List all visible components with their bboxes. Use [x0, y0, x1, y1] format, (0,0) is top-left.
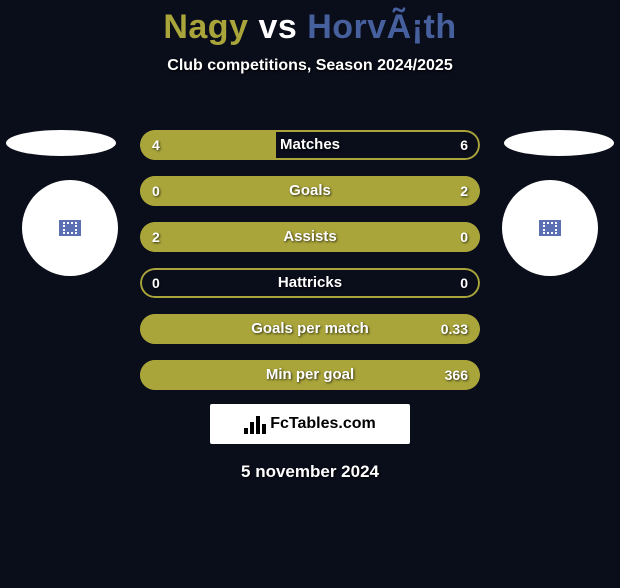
placeholder-icon: [59, 220, 81, 236]
stat-row: Matches4 6: [140, 130, 480, 160]
date-text: 5 november 2024: [0, 462, 620, 482]
stat-value-right: 0: [460, 268, 468, 298]
stat-value-left: 0: [152, 268, 160, 298]
title-player1: Nagy: [163, 8, 248, 46]
stat-value-left: 2: [152, 222, 160, 252]
title-player2: HorvÃ¡th: [307, 8, 456, 46]
player1-badge: [22, 180, 118, 276]
stat-value-left: 4: [152, 130, 160, 160]
stat-value-right: 0: [460, 222, 468, 252]
stat-value-right: 0.33: [441, 314, 468, 344]
logo-bars-icon: [244, 414, 266, 434]
stat-label: Goals: [140, 176, 480, 206]
stat-label: Assists: [140, 222, 480, 252]
stat-value-right: 6: [460, 130, 468, 160]
stat-row: Goals0 2: [140, 176, 480, 206]
title-vs: vs: [258, 8, 297, 46]
stat-row: Assists2 0: [140, 222, 480, 252]
logo-text: FcTables.com: [270, 415, 376, 433]
stat-row: Goals per match0.33: [140, 314, 480, 344]
stats-bars: Matches46Goals02Assists20Hattricks00Goal…: [140, 130, 480, 406]
stat-label: Matches: [140, 130, 480, 160]
stat-label: Hattricks: [140, 268, 480, 298]
placeholder-icon: [539, 220, 561, 236]
player1-ellipse: [6, 130, 116, 156]
page-title: Nagy vs HorvÃ¡th: [0, 8, 620, 47]
player2-ellipse: [504, 130, 614, 156]
stat-value-right: 2: [460, 176, 468, 206]
stat-row: Hattricks0 0: [140, 268, 480, 298]
fctables-logo: FcTables.com: [210, 404, 410, 444]
stat-label: Min per goal: [140, 360, 480, 390]
stat-row: Min per goal366: [140, 360, 480, 390]
player2-badge: [502, 180, 598, 276]
stat-label: Goals per match: [140, 314, 480, 344]
subtitle: Club competitions, Season 2024/2025: [0, 57, 620, 75]
stat-value-left: 0: [152, 176, 160, 206]
stat-value-right: 366: [445, 360, 468, 390]
